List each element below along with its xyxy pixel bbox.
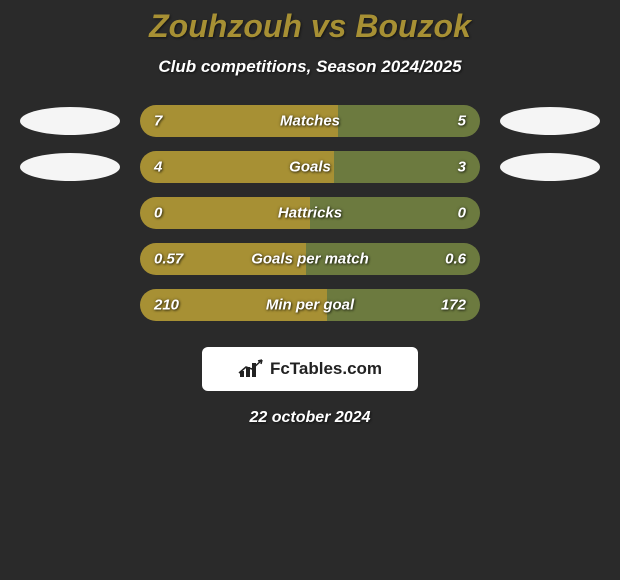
chart-icon bbox=[238, 359, 264, 379]
stat-bar: 4 Goals 3 bbox=[140, 151, 480, 183]
stat-row: 0 Hattricks 0 bbox=[0, 197, 620, 229]
stat-row: 4 Goals 3 bbox=[0, 151, 620, 183]
stat-rows: 7 Matches 5 4 Goals 3 0 Hattricks 0 0.57 Goals per… bbox=[0, 105, 620, 321]
stat-row: 210 Min per goal 172 bbox=[0, 289, 620, 321]
stat-value-right: 5 bbox=[458, 113, 466, 130]
stat-value-right: 172 bbox=[441, 297, 466, 314]
stat-label: Matches bbox=[280, 113, 340, 130]
stat-bar: 0.57 Goals per match 0.6 bbox=[140, 243, 480, 275]
footer-logo-text: FcTables.com bbox=[270, 359, 382, 379]
stat-label: Goals per match bbox=[251, 251, 369, 268]
date-text: 22 october 2024 bbox=[0, 409, 620, 427]
stat-bar: 0 Hattricks 0 bbox=[140, 197, 480, 229]
player-avatar-right bbox=[500, 153, 600, 181]
stat-value-right: 0 bbox=[458, 205, 466, 222]
player-avatar-left bbox=[20, 107, 120, 135]
comparison-widget: Zouhzouh vs Bouzok Club competitions, Se… bbox=[0, 0, 620, 427]
stat-value-right: 0.6 bbox=[445, 251, 466, 268]
stat-bar: 210 Min per goal 172 bbox=[140, 289, 480, 321]
stat-label: Hattricks bbox=[278, 205, 342, 222]
stat-value-right: 3 bbox=[458, 159, 466, 176]
subtitle: Club competitions, Season 2024/2025 bbox=[0, 57, 620, 77]
stat-value-left: 0 bbox=[154, 205, 162, 222]
stat-value-left: 7 bbox=[154, 113, 162, 130]
stat-row: 0.57 Goals per match 0.6 bbox=[0, 243, 620, 275]
stat-value-left: 0.57 bbox=[154, 251, 183, 268]
stat-value-left: 4 bbox=[154, 159, 162, 176]
stat-row: 7 Matches 5 bbox=[0, 105, 620, 137]
player-avatar-left bbox=[20, 153, 120, 181]
stat-value-left: 210 bbox=[154, 297, 179, 314]
page-title: Zouhzouh vs Bouzok bbox=[0, 8, 620, 45]
stat-label: Min per goal bbox=[266, 297, 354, 314]
stat-label: Goals bbox=[289, 159, 331, 176]
stat-bar: 7 Matches 5 bbox=[140, 105, 480, 137]
footer-logo[interactable]: FcTables.com bbox=[202, 347, 418, 391]
player-avatar-right bbox=[500, 107, 600, 135]
